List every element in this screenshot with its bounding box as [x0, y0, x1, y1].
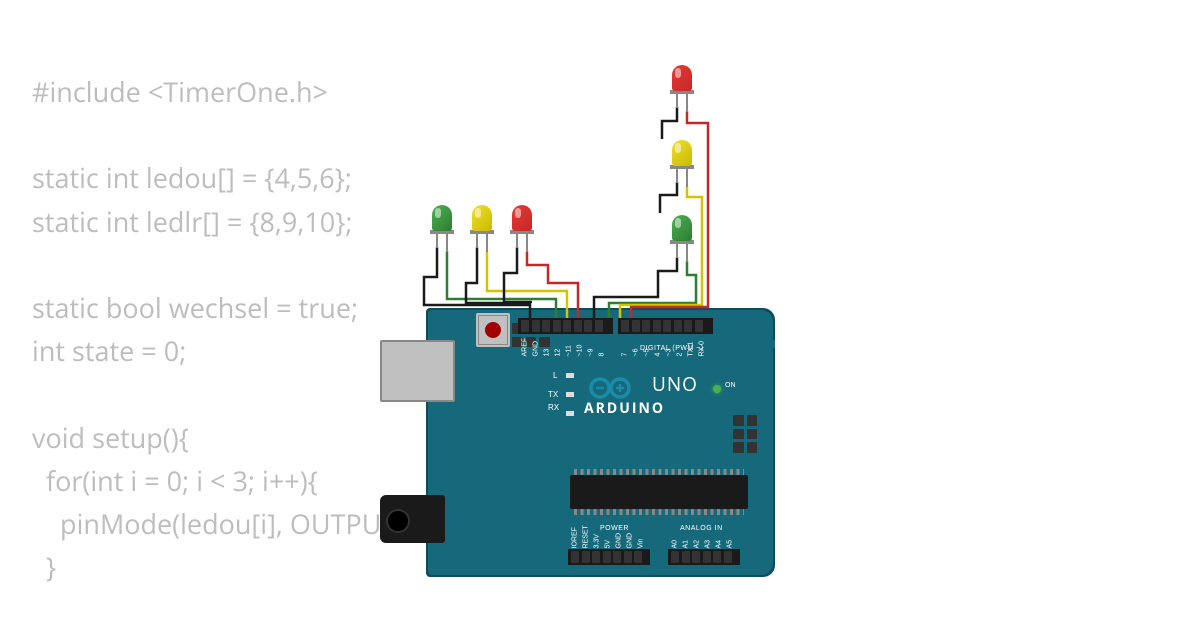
usb-port [380, 340, 455, 402]
arduino-board [428, 310, 773, 575]
pin-label: 2 [677, 353, 684, 357]
pin-label: ~9 [588, 349, 595, 357]
header-analog [668, 549, 740, 565]
l-label: L [553, 371, 557, 380]
power-jack [380, 495, 445, 543]
pin-label: 3.3V [594, 534, 601, 548]
header-digital-left [518, 318, 613, 334]
pin-label: A0 [672, 540, 679, 549]
arduino-brand: ARDUINO [584, 399, 665, 418]
pin-label: AREF [522, 338, 529, 357]
code-block: #include <TimerOne.h> static int ledou[]… [32, 70, 432, 588]
pin-label: A5 [727, 540, 734, 549]
on-label: ON [725, 382, 736, 389]
pin-label: ~10 [577, 345, 584, 357]
atmega-chip [570, 475, 748, 509]
pin-label: GND [616, 533, 623, 549]
pin-label: ~6 [633, 349, 640, 357]
led-component [670, 215, 694, 244]
led-component [670, 65, 694, 94]
pin-label: 7 [622, 353, 629, 357]
pin-label: A4 [716, 540, 723, 549]
pin-label: 12 [555, 349, 562, 357]
icsp-header-right [733, 415, 757, 453]
rx-label: RX [548, 403, 559, 412]
pin-label: A2 [694, 540, 701, 549]
pin-label: IOREF [572, 527, 579, 548]
circuit-diagram: AREFGND1312~11~10~987~6~54~32TX 1RX 0 IO… [380, 45, 800, 605]
pin-label: A3 [705, 540, 712, 549]
power-label: POWER [600, 525, 629, 532]
header-power [568, 549, 650, 565]
pin-label: ~11 [566, 345, 573, 356]
on-led [713, 385, 721, 393]
reset-button[interactable] [476, 313, 510, 347]
pin-label: GND [627, 533, 634, 549]
pin-label: 4 [655, 353, 662, 357]
pin-label: RESET [583, 525, 590, 548]
code-text: #include <TimerOne.h> static int ledou[]… [32, 73, 411, 585]
analog-label: ANALOG IN [680, 525, 723, 532]
header-digital-right [618, 318, 713, 334]
status-leds [566, 373, 574, 430]
pin-label: 8 [599, 353, 606, 357]
pin-label: A1 [683, 540, 690, 549]
tx-label: TX [548, 390, 558, 399]
pin-label: 5V [605, 540, 612, 549]
pin-label: GND [533, 341, 540, 357]
pin-label: 13 [544, 349, 551, 357]
led-component [430, 205, 454, 234]
uno-text: UNO [652, 371, 698, 397]
led-component [670, 140, 694, 169]
led-component [510, 205, 534, 234]
pin-label: Vin [638, 539, 645, 549]
digital-label: DIGITAL (PWM ~) [640, 345, 704, 352]
led-component [470, 205, 494, 234]
